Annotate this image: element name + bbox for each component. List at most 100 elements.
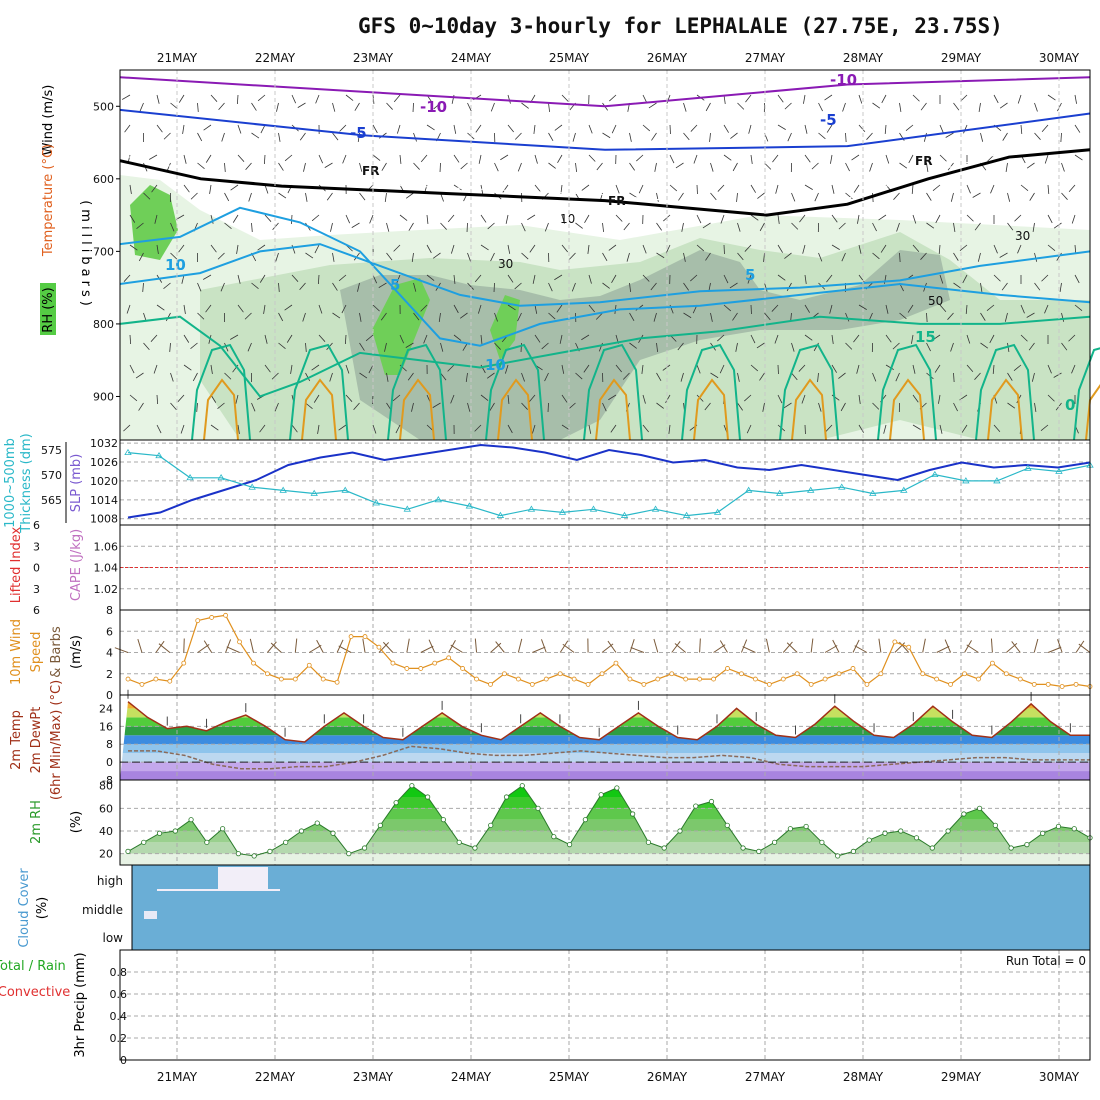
wind-barb: [980, 312, 986, 321]
wind-barb: [735, 342, 738, 352]
wind-barb: [966, 364, 974, 373]
wind-barb: [315, 94, 320, 104]
wind-barb: [791, 192, 796, 202]
axis-label-slp: SLP (mb): [69, 454, 84, 513]
contour-label-temp: 10: [165, 256, 186, 274]
wind-barb: [395, 424, 401, 434]
wind-barb: [999, 252, 1008, 258]
wind-barb: [318, 304, 323, 314]
wind-barb: [129, 244, 138, 251]
slp-point: [558, 508, 567, 515]
wind-barb: [369, 214, 374, 224]
axis-label-convective: Convective: [0, 985, 70, 1000]
wind-speed-point: [892, 639, 898, 645]
slp-point: [248, 483, 256, 490]
wind-barb: [129, 184, 132, 194]
wind-barb: [1001, 282, 1008, 291]
wind-barb: [999, 102, 1008, 109]
wind-barb: [182, 124, 185, 134]
wind-barb: [302, 312, 306, 322]
wind-barb-10m: [854, 645, 868, 653]
wind-barb: [544, 222, 549, 232]
wind-barb: [209, 184, 212, 194]
x-tick-top: 26MAY: [647, 51, 688, 65]
wind-barb: [192, 372, 198, 382]
wind-barb: [305, 372, 311, 382]
wind-barb-10m: [1011, 641, 1021, 653]
wind-speed-point: [209, 615, 215, 620]
wind-barb: [342, 154, 347, 164]
wind-barb: [177, 394, 185, 402]
wind-barb: [514, 132, 522, 140]
wind-barb: [656, 252, 665, 259]
wind-barb-10m: [158, 643, 171, 653]
rh-point: [961, 811, 967, 817]
wind-barb: [359, 342, 365, 351]
temp-band: [120, 753, 1090, 763]
rh-band: [120, 808, 1090, 820]
wind-barb: [602, 282, 610, 289]
wind-barb: [629, 192, 638, 199]
wind-barb: [838, 372, 846, 379]
y-tick-temp: 16: [99, 720, 113, 733]
rh-point: [787, 826, 793, 832]
temp-contour-diurnal: [681, 343, 741, 441]
wind-barb: [521, 102, 529, 109]
wind-barb-10m: [428, 639, 436, 653]
wind-barb: [1007, 192, 1011, 202]
wind-barb: [747, 274, 752, 284]
wind-barb: [656, 342, 658, 352]
wind-barb: [259, 424, 266, 433]
wind-barb: [656, 222, 662, 231]
wind-barb: [744, 394, 752, 402]
y-tick-wind: 8: [106, 604, 113, 617]
wind-barb: [571, 282, 576, 292]
wind-barb: [197, 282, 202, 292]
wind-barb: [750, 364, 759, 372]
wind-barb: [135, 372, 144, 379]
wind-barb: [1034, 402, 1037, 412]
wind-barb: [178, 244, 185, 253]
wind-barb: [798, 364, 806, 372]
wind-barb: [665, 244, 671, 254]
wind-speed-point: [446, 655, 452, 661]
wind-barb: [851, 154, 860, 161]
wind-barb: [656, 192, 659, 202]
wind-barb: [210, 424, 219, 431]
wind-barb: [784, 252, 792, 259]
wind-barb: [534, 304, 538, 314]
wind-barb: [872, 222, 877, 232]
wind-barb-10m: [824, 645, 838, 653]
wind-barb: [650, 282, 657, 291]
wind-speed-point: [1073, 681, 1079, 687]
wind-barb: [557, 154, 563, 163]
wind-barb: [354, 102, 360, 111]
y-tick-lifted: 3: [33, 583, 40, 596]
temp-contour-diurnal-warm: [301, 378, 337, 441]
wind-barb: [399, 334, 405, 344]
wind-barb-10m: [944, 639, 952, 653]
wind-barb: [568, 402, 576, 410]
slp-point: [589, 505, 598, 512]
wind-speed-point: [627, 676, 633, 682]
wind-barb: [853, 334, 860, 343]
rh-shading-high: [490, 295, 520, 360]
wind-barb: [831, 184, 835, 194]
wind-barb-10m: [490, 642, 502, 653]
wind-barb: [626, 252, 630, 262]
y-tick-lifted: 6: [33, 519, 40, 532]
wind-speed-point: [223, 612, 228, 618]
y-tick-slp: 1008: [90, 513, 118, 526]
rh-point: [456, 839, 462, 845]
wind-barb: [642, 394, 646, 404]
wind-barb: [989, 334, 995, 344]
y-tick-precip: 0.8: [110, 966, 128, 979]
wind-barb: [291, 244, 296, 254]
wind-barb: [853, 184, 860, 193]
axis-label-thickness: 1000~500mb: [3, 438, 18, 528]
wind-barb: [460, 162, 468, 170]
wind-barb: [368, 364, 374, 374]
wind-barb: [129, 334, 132, 345]
wind-barb: [678, 192, 684, 201]
wind-barb: [737, 402, 743, 411]
